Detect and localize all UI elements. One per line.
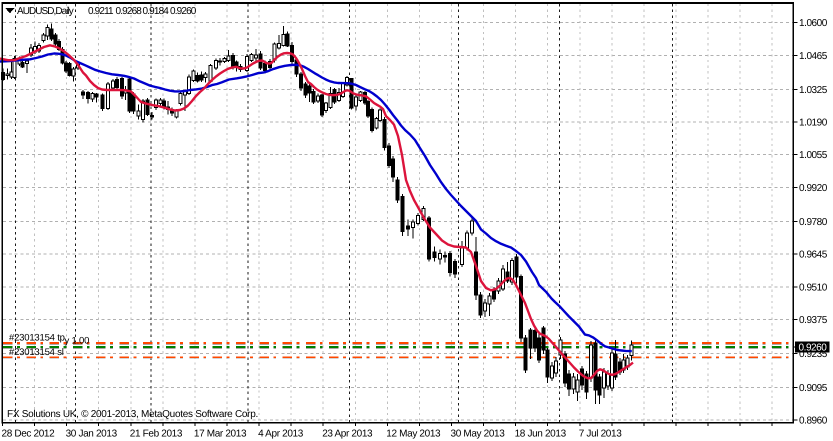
svg-text:0.9260: 0.9260 xyxy=(170,6,197,17)
svg-text:1.0600: 1.0600 xyxy=(799,18,828,29)
svg-text:21 Feb 2013: 21 Feb 2013 xyxy=(130,429,183,440)
svg-text:#23013154 tp: #23013154 tp xyxy=(9,332,65,343)
svg-text:1.0055: 1.0055 xyxy=(799,150,828,161)
svg-text:y 1.00: y 1.00 xyxy=(65,335,90,346)
svg-text:1.0325: 1.0325 xyxy=(799,85,828,96)
svg-text:18 Jun 2013: 18 Jun 2013 xyxy=(515,429,567,440)
svg-text:30 May 2013: 30 May 2013 xyxy=(451,429,506,440)
svg-text:0.9920: 0.9920 xyxy=(799,183,828,194)
svg-text:FX Solutions UK, © 2001-2013,: FX Solutions UK, © 2001-2013, MetaQuotes… xyxy=(7,409,258,420)
svg-text:0.9211: 0.9211 xyxy=(88,6,114,17)
svg-text:0.9235: 0.9235 xyxy=(799,349,828,360)
svg-text:0.9375: 0.9375 xyxy=(799,315,828,326)
svg-text:0.9260: 0.9260 xyxy=(799,342,828,353)
svg-text:12 May 2013: 12 May 2013 xyxy=(386,429,441,440)
svg-text:#23013154 sl: #23013154 sl xyxy=(9,347,64,358)
svg-text:7 Jul 2013: 7 Jul 2013 xyxy=(579,429,622,440)
svg-text:0.8960: 0.8960 xyxy=(799,416,828,427)
svg-text:0.9095: 0.9095 xyxy=(799,383,828,394)
svg-text:AUDUSD,Daily: AUDUSD,Daily xyxy=(17,6,74,17)
svg-text:0.9780: 0.9780 xyxy=(799,217,828,228)
svg-text:0.9184: 0.9184 xyxy=(143,6,170,17)
svg-text:0.9268: 0.9268 xyxy=(116,6,143,17)
svg-text:0.9645: 0.9645 xyxy=(799,250,828,261)
svg-text:0.9510: 0.9510 xyxy=(799,282,828,293)
svg-text:1.0190: 1.0190 xyxy=(799,118,828,129)
svg-text:30 Jan 2013: 30 Jan 2013 xyxy=(66,429,118,440)
svg-text:28 Dec 2012: 28 Dec 2012 xyxy=(2,429,56,440)
svg-text:23 Apr 2013: 23 Apr 2013 xyxy=(322,429,373,440)
svg-text:4 Apr 2013: 4 Apr 2013 xyxy=(258,429,304,440)
svg-text:1.0465: 1.0465 xyxy=(799,51,828,62)
svg-text:17 Mar 2013: 17 Mar 2013 xyxy=(194,429,247,440)
